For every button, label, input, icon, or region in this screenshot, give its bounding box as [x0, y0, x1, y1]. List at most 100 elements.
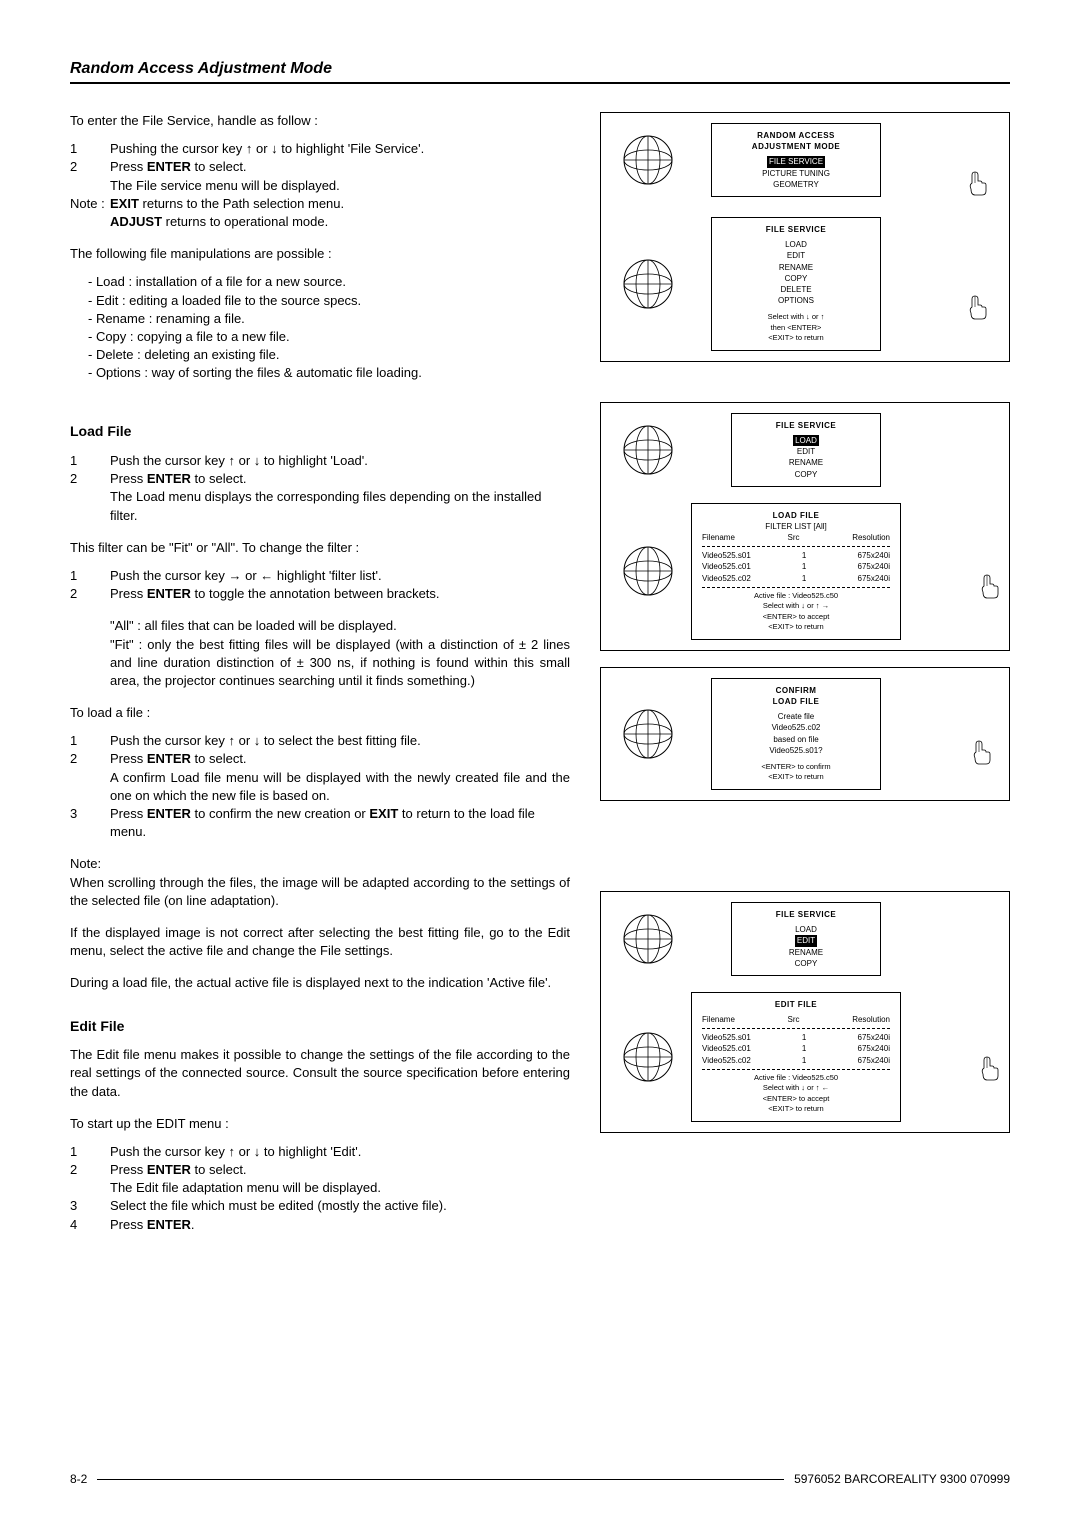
menu-item: RENAME [742, 457, 870, 468]
filter-intro: This filter can be "Fit" or "All". To ch… [70, 539, 570, 557]
col-head: Resolution [852, 532, 890, 543]
intro-line: To enter the File Service, handle as fol… [70, 112, 570, 130]
step-num: 3 [70, 805, 110, 841]
enter-key: ENTER [147, 159, 191, 174]
globe-icon [623, 135, 673, 185]
exit-key: EXIT [369, 806, 398, 821]
cell: 675x240i [858, 573, 890, 584]
cell: 1 [802, 1032, 806, 1043]
menu-item-selected: FILE SERVICE [767, 156, 825, 167]
menu-item-selected: LOAD [793, 435, 819, 446]
text: . [191, 1217, 195, 1232]
menu-hint: Select with ↓ or ↑ ← [702, 1083, 890, 1094]
col-head: Resolution [852, 1014, 890, 1025]
step-num: 1 [70, 140, 110, 158]
text: to select. [191, 1162, 247, 1177]
text: Press [110, 806, 147, 821]
menu-item: LOAD [722, 239, 870, 250]
menu-hint: <EXIT> to return [722, 333, 870, 344]
menu-item: OPTIONS [722, 295, 870, 306]
menu-item: COPY [722, 273, 870, 284]
text: The Edit file adaptation menu will be di… [110, 1180, 381, 1195]
cell: 1 [802, 561, 806, 572]
menu-hint: <ENTER> to confirm [722, 762, 870, 773]
col-head: Src [788, 1014, 800, 1025]
confirm-line: Video525.c02 [722, 722, 870, 733]
menu-hint: <EXIT> to return [702, 1104, 890, 1115]
globe-icon [623, 709, 673, 759]
hand-icon [969, 293, 989, 321]
enter-key: ENTER [147, 1217, 191, 1232]
cell: Video525.c01 [702, 561, 751, 572]
cell: Video525.s01 [702, 550, 751, 561]
page-header: Random Access Adjustment Mode [70, 60, 1010, 84]
menu-item: DELETE [722, 284, 870, 295]
hand-icon [981, 1054, 1001, 1082]
note-para: When scrolling through the files, the im… [70, 874, 570, 910]
text: returns to the Path selection menu. [139, 196, 344, 211]
menu-hint: <ENTER> to accept [702, 612, 890, 623]
manip-item: - Delete : deleting an existing file. [88, 346, 570, 364]
text: Press [110, 1162, 147, 1177]
exit-key: EXIT [110, 196, 139, 211]
menu-title: LOAD FILE [722, 696, 870, 707]
globe-icon [623, 546, 673, 596]
menu-title: FILE SERVICE [722, 224, 870, 235]
note-text: EXIT returns to the Path selection menu.… [110, 195, 570, 231]
ram-menu: RANDOM ACCESS ADJUSTMENT MODE FILE SERVI… [611, 123, 999, 197]
step-text: Pushing the cursor key ↑ or ↓ to highlig… [110, 140, 570, 158]
cell: 675x240i [858, 1055, 890, 1066]
step-text: Select the file which must be edited (mo… [110, 1197, 570, 1215]
step-num: 1 [70, 567, 110, 585]
text: Press [110, 471, 147, 486]
step-num: 3 [70, 1197, 110, 1215]
col-head: Src [788, 532, 800, 543]
page-footer: 8-2 5976052 BARCOREALITY 9300 070999 [70, 1472, 1010, 1486]
step-num: 1 [70, 732, 110, 750]
menu-hint: <EXIT> to return [702, 622, 890, 633]
step-text: Press ENTER. [110, 1216, 570, 1234]
manip-item: - Copy : copying a file to a new file. [88, 328, 570, 346]
text: to select. [191, 159, 247, 174]
edit-start: To start up the EDIT menu : [70, 1115, 570, 1133]
menu-item: GEOMETRY [722, 179, 870, 190]
cell: 675x240i [858, 1032, 890, 1043]
globe-icon [623, 425, 673, 475]
cell: 675x240i [858, 1043, 890, 1054]
menu-item-selected: EDIT [795, 935, 817, 946]
step-text: Push the cursor key ↑ or ↓ to highlight … [110, 1143, 570, 1161]
text: returns to operational mode. [162, 214, 328, 229]
step-text: Press ENTER to toggle the annotation bet… [110, 585, 570, 603]
text: The Load menu displays the corresponding… [110, 489, 541, 522]
fs-edit-menu: FILE SERVICE LOAD EDIT RENAME COPY [611, 902, 999, 976]
enter-key: ENTER [147, 806, 191, 821]
editfile-menu: EDIT FILE FilenameSrcResolution Video525… [611, 992, 999, 1122]
step-text: Press ENTER to confirm the new creation … [110, 805, 570, 841]
enter-key: ENTER [147, 751, 191, 766]
cell: 675x240i [858, 550, 890, 561]
manip-item: - Edit : editing a loaded file to the so… [88, 292, 570, 310]
menu-item: COPY [742, 469, 870, 480]
menu-group-load: FILE SERVICE LOAD EDIT RENAME COPY LOAD … [600, 402, 1010, 651]
body-text: To enter the File Service, handle as fol… [70, 112, 570, 1234]
hand-icon [981, 572, 1001, 600]
note-para: If the displayed image is not correct af… [70, 924, 570, 960]
enter-key: ENTER [147, 471, 191, 486]
note-label: Note : [70, 195, 110, 231]
text: Press [110, 159, 147, 174]
menu-hint: Select with ↓ or ↑ [722, 312, 870, 323]
step-num: 2 [70, 470, 110, 525]
confirm-line: Video525.s01? [722, 745, 870, 756]
manip-item: - Rename : renaming a file. [88, 310, 570, 328]
menu-group-confirm: CONFIRM LOAD FILE Create file Video525.c… [600, 667, 1010, 801]
menu-title: LOAD FILE [702, 510, 890, 521]
menu-item: COPY [742, 958, 870, 969]
fs-load-menu: FILE SERVICE LOAD EDIT RENAME COPY [611, 413, 999, 487]
all-desc: "All" : all files that can be loaded wil… [110, 617, 570, 635]
step-num: 2 [70, 158, 110, 194]
step-text: Press ENTER to select.A confirm Load fil… [110, 750, 570, 805]
menu-item: EDIT [742, 446, 870, 457]
globe-icon [623, 1032, 673, 1082]
cell: Video525.c02 [702, 1055, 751, 1066]
active-file: Active file : Video525.c50 [702, 1073, 890, 1084]
